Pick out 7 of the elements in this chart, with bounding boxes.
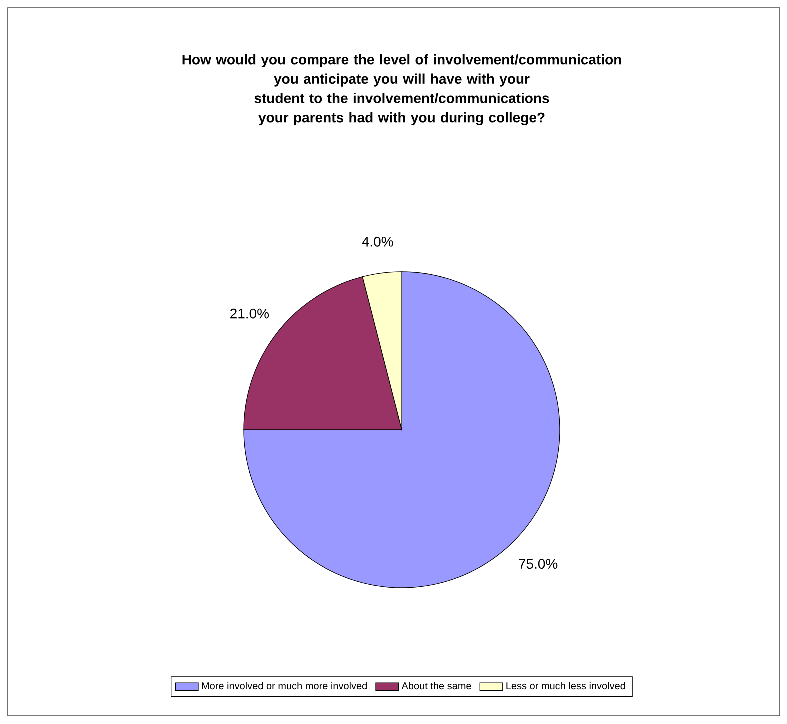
data-label: 75.0% bbox=[519, 559, 558, 570]
legend-label: More involved or much more involved bbox=[202, 682, 367, 690]
data-label: 21.0% bbox=[230, 308, 270, 319]
legend-label: Less or much less involved bbox=[506, 682, 626, 690]
chart-title: How would you compare the level of involvement/communication you anticipate you will have with your student to the involvement/communications your parents had with you during college? bbox=[182, 54, 622, 126]
legend-label: About the same bbox=[402, 682, 472, 690]
data-label: 4.0% bbox=[362, 236, 394, 247]
